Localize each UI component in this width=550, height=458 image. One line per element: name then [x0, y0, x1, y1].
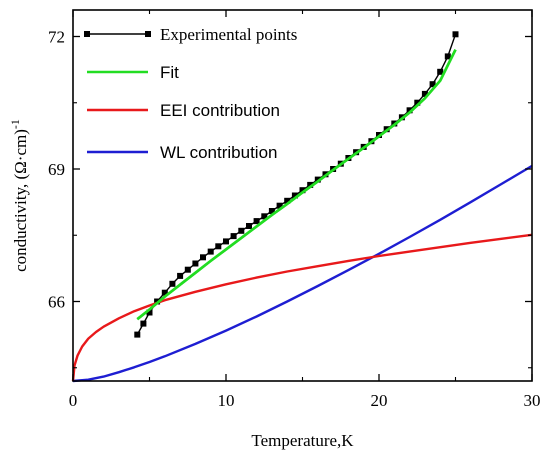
data-point-experimental: [140, 320, 147, 327]
data-point-experimental: [169, 280, 176, 287]
y-axis-title: conductivity, (Ω·cm)-1: [8, 119, 30, 272]
data-point-experimental: [437, 68, 444, 75]
y-tick-label: 72: [48, 28, 65, 47]
legend: Experimental points Fit EEI contribution…: [84, 25, 297, 162]
legend-entry-fit: Fit: [87, 63, 179, 82]
data-point-experimental: [261, 213, 268, 220]
x-tick-label: 30: [524, 391, 541, 410]
y-axis-title-superscript: -1: [8, 119, 22, 129]
data-point-experimental: [299, 187, 306, 194]
y-tick-label: 69: [48, 160, 65, 179]
data-point-experimental: [444, 53, 451, 60]
data-point-experimental: [314, 176, 321, 183]
legend-label-wl: WL contribution: [160, 143, 277, 162]
ticks-layer: 0 10 20 30 66 69 72: [48, 10, 541, 410]
legend-entry-experimental: Experimental points: [84, 25, 297, 44]
x-tick-label: 0: [69, 391, 78, 410]
y-tick-label: 66: [48, 293, 65, 312]
data-point-experimental: [253, 218, 260, 225]
x-axis-title: Temperature,K: [251, 431, 354, 450]
data-point-experimental: [238, 227, 245, 234]
data-point-experimental: [184, 266, 191, 273]
legend-label-experimental: Experimental points: [160, 25, 297, 44]
legend-marker-square: [84, 31, 90, 37]
data-point-experimental: [200, 254, 206, 261]
data-point-experimental: [192, 260, 199, 267]
data-point-experimental: [307, 181, 314, 188]
series-eei-line: [71, 233, 533, 382]
data-point-experimental: [230, 233, 237, 240]
data-point-experimental: [406, 107, 413, 114]
series-layer: [71, 31, 533, 383]
data-point-experimental: [291, 192, 298, 199]
series-wl-line: [72, 164, 533, 383]
x-tick-label: 10: [218, 391, 235, 410]
series-experimental-line: [136, 34, 457, 335]
legend-marker-square: [145, 31, 151, 37]
y-axis-title-main: conductivity, (Ω·cm): [11, 129, 30, 272]
data-point-experimental: [421, 90, 428, 97]
series-fit-line-overlay: [136, 49, 457, 321]
data-point-experimental: [276, 202, 283, 209]
data-point-experimental: [452, 31, 459, 38]
data-point-experimental: [414, 99, 421, 106]
data-point-experimental: [207, 248, 214, 255]
series-fit-line: [136, 49, 457, 321]
data-point-experimental: [134, 331, 141, 338]
data-point-experimental: [223, 238, 229, 245]
legend-label-fit: Fit: [160, 63, 179, 82]
legend-entry-eei: EEI contribution: [87, 101, 280, 120]
data-point-experimental: [284, 197, 291, 204]
data-point-experimental: [146, 309, 153, 316]
data-point-experimental: [268, 208, 275, 214]
x-tick-label: 20: [371, 391, 388, 410]
legend-label-eei: EEI contribution: [160, 101, 280, 120]
data-point-experimental: [246, 223, 252, 229]
data-point-experimental: [161, 289, 168, 296]
data-point-experimental: [177, 272, 184, 279]
legend-entry-wl: WL contribution: [87, 143, 277, 162]
data-point-experimental: [429, 81, 436, 88]
data-point-experimental: [215, 243, 222, 250]
